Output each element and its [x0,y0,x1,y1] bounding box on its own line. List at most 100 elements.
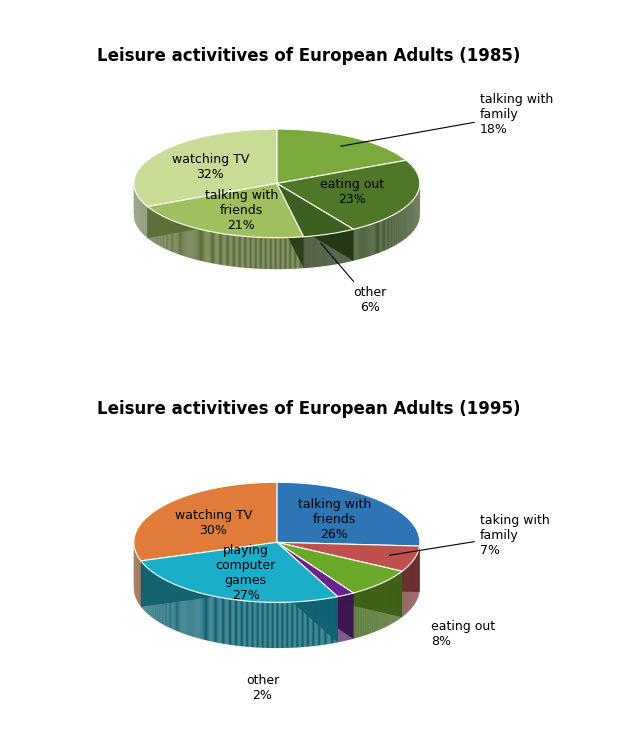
Polygon shape [323,599,324,645]
Polygon shape [383,219,384,251]
Polygon shape [290,238,291,269]
Polygon shape [277,542,402,617]
Polygon shape [360,227,361,259]
Polygon shape [187,589,188,635]
Polygon shape [246,601,247,647]
Polygon shape [163,216,164,248]
Polygon shape [303,601,304,647]
Polygon shape [194,592,195,638]
Polygon shape [160,577,161,623]
Polygon shape [260,602,261,647]
Polygon shape [221,597,222,644]
Polygon shape [227,234,228,266]
Polygon shape [155,574,156,620]
Polygon shape [394,214,395,246]
Polygon shape [376,222,377,254]
Polygon shape [203,594,204,640]
Polygon shape [220,233,221,265]
Polygon shape [229,599,230,644]
Polygon shape [307,601,308,647]
Polygon shape [251,237,252,268]
Polygon shape [222,597,223,644]
Polygon shape [315,235,316,267]
Polygon shape [178,223,179,255]
Polygon shape [294,602,295,647]
Polygon shape [319,235,320,267]
Polygon shape [356,592,357,638]
Polygon shape [291,238,292,269]
Polygon shape [208,595,210,641]
Polygon shape [214,232,215,264]
Polygon shape [334,233,335,264]
Polygon shape [212,232,213,264]
Polygon shape [332,597,333,644]
Polygon shape [174,221,175,253]
Polygon shape [329,234,330,265]
Polygon shape [208,231,209,262]
Polygon shape [199,229,200,261]
Polygon shape [296,237,297,269]
Polygon shape [321,599,323,645]
Polygon shape [266,238,268,269]
Polygon shape [250,601,251,647]
Polygon shape [353,229,355,261]
Polygon shape [286,238,287,269]
Polygon shape [357,228,358,260]
Polygon shape [180,587,182,633]
Polygon shape [271,602,272,648]
Polygon shape [168,218,169,250]
Polygon shape [321,235,322,267]
Polygon shape [364,226,365,258]
Polygon shape [181,224,182,256]
Polygon shape [334,597,336,643]
Polygon shape [293,602,294,647]
Text: talking with
friends
26%: talking with friends 26% [297,498,371,541]
Title: Leisure activitives of European Adults (1985): Leisure activitives of European Adults (… [97,47,521,65]
Polygon shape [255,237,256,269]
Polygon shape [304,237,305,268]
Text: taking with
family
7%: taking with family 7% [389,513,549,557]
Polygon shape [284,238,285,269]
Polygon shape [386,218,387,250]
Polygon shape [365,589,366,635]
Polygon shape [251,601,252,647]
Polygon shape [159,577,160,623]
Polygon shape [261,238,262,269]
Polygon shape [368,225,369,257]
Polygon shape [172,583,174,630]
Polygon shape [256,237,257,269]
Polygon shape [230,599,231,645]
Polygon shape [200,593,201,639]
Polygon shape [198,592,200,638]
Polygon shape [141,542,277,606]
Polygon shape [265,238,266,269]
Polygon shape [277,542,420,592]
Polygon shape [218,233,219,264]
Polygon shape [268,238,269,269]
Polygon shape [237,235,238,267]
Polygon shape [236,600,237,646]
Polygon shape [294,237,295,269]
Polygon shape [389,216,391,248]
Polygon shape [300,237,301,268]
Polygon shape [331,597,332,644]
Polygon shape [216,597,217,643]
Polygon shape [224,234,226,265]
Polygon shape [320,235,321,267]
Polygon shape [313,236,315,267]
Polygon shape [156,213,158,244]
Polygon shape [229,235,231,266]
Polygon shape [300,601,302,647]
Polygon shape [270,238,271,269]
Polygon shape [196,228,197,260]
Polygon shape [302,237,303,268]
Polygon shape [309,600,310,647]
Polygon shape [269,238,270,269]
Polygon shape [179,223,180,255]
Polygon shape [371,224,373,256]
Polygon shape [154,574,155,620]
Polygon shape [392,215,394,247]
Polygon shape [175,221,176,253]
Polygon shape [265,602,266,648]
Polygon shape [243,600,245,647]
